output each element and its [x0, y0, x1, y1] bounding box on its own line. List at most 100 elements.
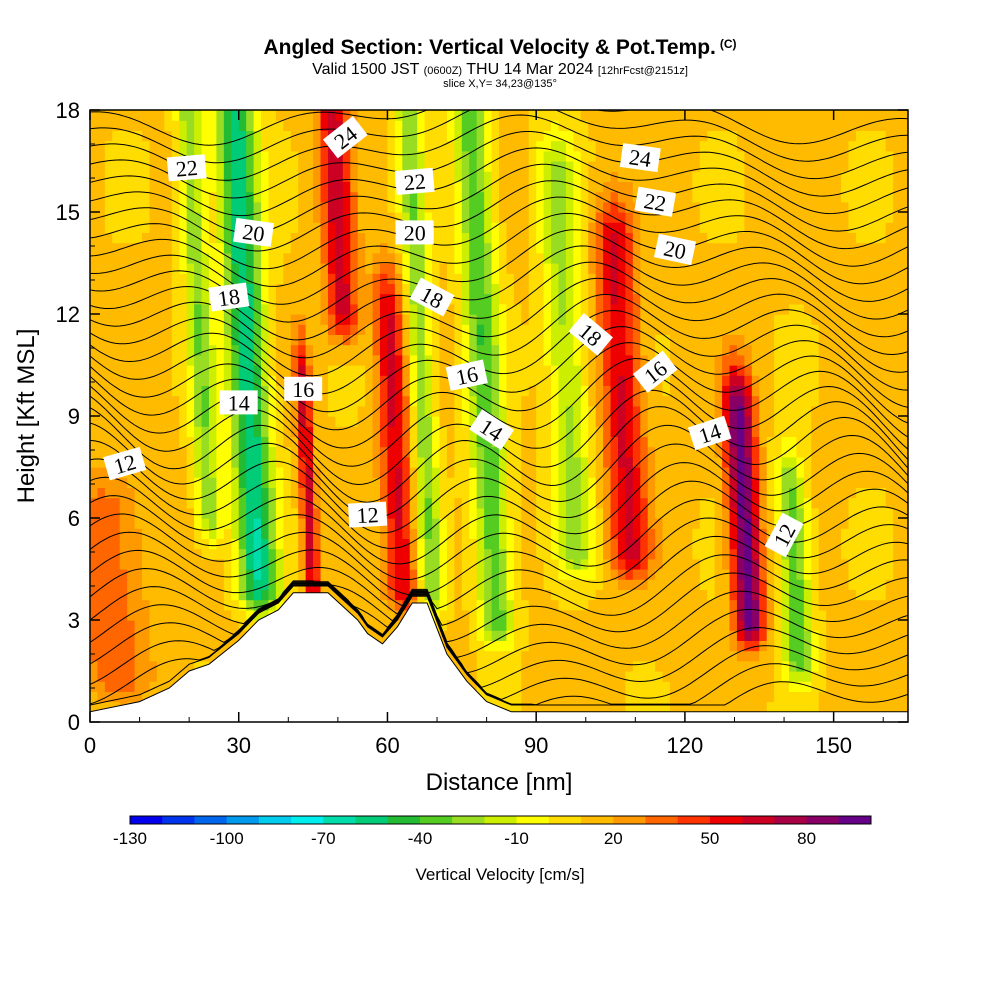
velocity-cell	[543, 303, 552, 315]
velocity-cell	[625, 620, 634, 631]
velocity-cell	[119, 365, 128, 376]
velocity-cell	[112, 232, 121, 244]
velocity-cell	[536, 273, 545, 284]
velocity-cell	[595, 405, 604, 417]
velocity-cell	[90, 385, 99, 397]
velocity-cell	[528, 518, 537, 529]
velocity-cell	[357, 558, 366, 570]
velocity-cell	[119, 212, 128, 223]
velocity-cell	[365, 365, 374, 376]
velocity-cell	[521, 497, 530, 509]
velocity-cell	[365, 354, 374, 366]
velocity-cell	[655, 467, 664, 478]
velocity-cell	[320, 548, 329, 560]
velocity-cell	[684, 630, 693, 641]
velocity-cell	[662, 620, 671, 631]
velocity-cell	[342, 110, 351, 121]
velocity-cell	[558, 232, 567, 244]
velocity-cell	[179, 569, 188, 580]
velocity-cell	[119, 161, 128, 172]
velocity-cell	[655, 405, 664, 417]
velocity-cell	[454, 242, 463, 254]
velocity-cell	[461, 599, 470, 611]
velocity-cell	[551, 426, 560, 437]
velocity-cell	[335, 181, 344, 193]
velocity-cell	[119, 375, 128, 386]
velocity-cell	[647, 334, 656, 346]
velocity-cell	[357, 273, 366, 284]
velocity-cell	[171, 518, 180, 529]
velocity-cell	[417, 212, 426, 223]
velocity-cell	[112, 640, 121, 652]
velocity-cell	[149, 436, 158, 448]
velocity-cell	[201, 365, 210, 376]
velocity-cell	[692, 446, 701, 458]
velocity-cell	[156, 446, 165, 458]
velocity-cell	[290, 252, 299, 264]
velocity-cell	[402, 477, 411, 488]
velocity-cell	[268, 191, 277, 203]
velocity-cell	[365, 528, 374, 539]
velocity-cell	[551, 456, 560, 468]
velocity-cell	[171, 120, 180, 131]
velocity-cell	[491, 140, 500, 152]
velocity-cell	[149, 579, 158, 590]
velocity-cell	[290, 222, 299, 233]
velocity-cell	[655, 161, 664, 172]
velocity-cell	[536, 161, 545, 172]
velocity-cell	[454, 426, 463, 437]
velocity-cell	[551, 181, 560, 193]
velocity-cell	[513, 640, 522, 652]
velocity-cell	[156, 528, 165, 539]
velocity-cell	[580, 701, 589, 713]
velocity-cell	[684, 538, 693, 550]
velocity-cell	[320, 242, 329, 254]
velocity-cell	[164, 467, 173, 478]
velocity-cell	[684, 671, 693, 682]
velocity-cell	[662, 579, 671, 590]
velocity-cell	[565, 283, 574, 295]
velocity-cell	[223, 467, 232, 478]
velocity-cell	[156, 120, 165, 131]
velocity-cell	[372, 456, 381, 468]
velocity-cell	[446, 456, 455, 468]
velocity-cell	[350, 252, 359, 264]
velocity-cell	[327, 497, 336, 509]
velocity-cell	[127, 161, 136, 172]
velocity-cell	[387, 375, 396, 386]
velocity-cell	[357, 528, 366, 539]
velocity-cell	[90, 650, 99, 662]
velocity-cell	[365, 324, 374, 335]
velocity-cell	[268, 375, 277, 386]
velocity-cell	[156, 365, 165, 376]
velocity-cell	[402, 365, 411, 376]
velocity-cell	[283, 303, 292, 315]
velocity-cell	[625, 497, 634, 509]
velocity-cell	[335, 110, 344, 121]
velocity-cell	[677, 528, 686, 539]
velocity-cell	[134, 426, 143, 437]
velocity-cell	[454, 446, 463, 458]
velocity-cell	[476, 150, 485, 162]
velocity-cell	[499, 477, 508, 488]
velocity-cell	[454, 303, 463, 315]
velocity-cell	[640, 110, 649, 121]
velocity-cell	[268, 252, 277, 264]
velocity-cell	[380, 344, 389, 356]
velocity-cell	[365, 416, 374, 427]
velocity-cell	[499, 691, 508, 703]
velocity-cell	[90, 456, 99, 468]
velocity-cell	[670, 548, 679, 560]
velocity-cell	[640, 630, 649, 641]
velocity-cell	[261, 252, 270, 264]
velocity-cell	[201, 201, 210, 213]
velocity-cell	[394, 354, 403, 366]
velocity-cell	[461, 426, 470, 437]
velocity-cell	[439, 497, 448, 509]
velocity-cell	[372, 558, 381, 570]
velocity-cell	[632, 660, 641, 672]
velocity-cell	[469, 324, 478, 335]
velocity-cell	[179, 487, 188, 499]
velocity-cell	[484, 538, 493, 550]
velocity-cell	[104, 191, 113, 203]
